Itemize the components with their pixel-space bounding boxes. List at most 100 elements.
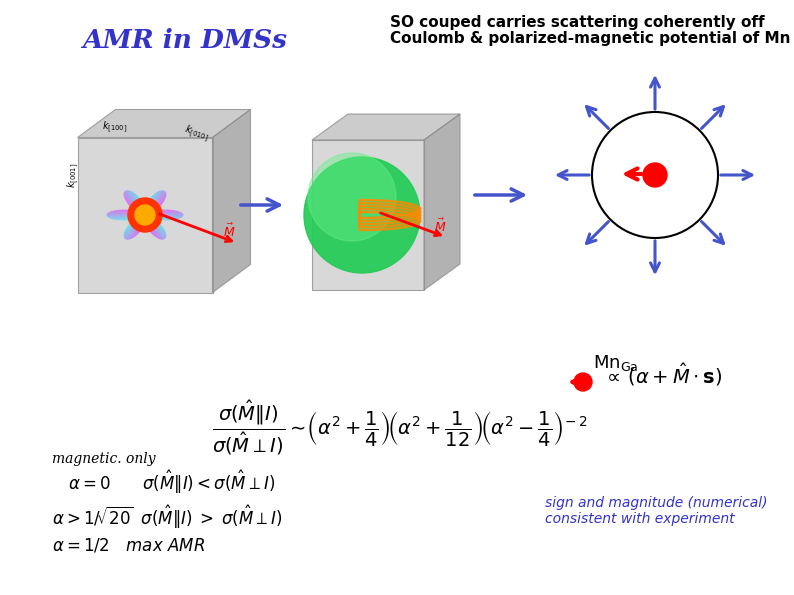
Polygon shape <box>124 215 145 234</box>
Polygon shape <box>145 215 162 226</box>
Polygon shape <box>143 215 145 228</box>
Polygon shape <box>145 215 160 223</box>
Polygon shape <box>145 196 152 215</box>
Polygon shape <box>145 215 168 220</box>
Polygon shape <box>213 109 250 293</box>
Polygon shape <box>124 196 145 215</box>
Polygon shape <box>145 215 161 220</box>
Polygon shape <box>145 209 159 215</box>
Polygon shape <box>131 209 145 215</box>
Polygon shape <box>133 215 145 238</box>
Polygon shape <box>145 202 164 215</box>
Polygon shape <box>145 215 172 220</box>
Polygon shape <box>145 192 156 215</box>
Polygon shape <box>126 215 145 240</box>
Polygon shape <box>145 215 163 240</box>
Polygon shape <box>142 215 145 228</box>
Polygon shape <box>145 203 146 215</box>
Text: $\alpha = 1/2 \quad \mathit{max\ AMR}$: $\alpha = 1/2 \quad \mathit{max\ AMR}$ <box>52 537 205 555</box>
Polygon shape <box>134 215 145 237</box>
Polygon shape <box>124 194 145 215</box>
Polygon shape <box>145 205 161 215</box>
Polygon shape <box>124 215 145 235</box>
Polygon shape <box>145 215 148 230</box>
Polygon shape <box>145 213 183 215</box>
Polygon shape <box>145 201 148 215</box>
Polygon shape <box>145 215 162 240</box>
Polygon shape <box>145 215 153 235</box>
Polygon shape <box>145 200 148 215</box>
Polygon shape <box>145 210 172 215</box>
Polygon shape <box>145 211 180 215</box>
Polygon shape <box>142 201 145 215</box>
Polygon shape <box>145 202 164 215</box>
Polygon shape <box>145 215 178 220</box>
Circle shape <box>643 163 667 187</box>
Polygon shape <box>130 209 145 215</box>
Polygon shape <box>145 215 160 239</box>
Polygon shape <box>145 198 150 215</box>
Polygon shape <box>145 215 166 233</box>
Polygon shape <box>144 215 145 227</box>
Polygon shape <box>125 215 145 240</box>
Polygon shape <box>145 215 164 240</box>
Text: AMR in DMSs: AMR in DMSs <box>83 28 287 53</box>
Polygon shape <box>124 215 145 238</box>
Polygon shape <box>145 198 151 215</box>
Polygon shape <box>119 210 145 215</box>
Polygon shape <box>122 209 145 215</box>
Polygon shape <box>124 195 145 215</box>
Polygon shape <box>106 215 145 216</box>
Polygon shape <box>132 209 145 215</box>
Polygon shape <box>145 215 166 237</box>
Polygon shape <box>131 215 145 223</box>
Polygon shape <box>145 196 152 215</box>
Polygon shape <box>145 208 159 215</box>
Polygon shape <box>125 215 145 230</box>
Polygon shape <box>121 215 145 220</box>
Polygon shape <box>116 210 145 215</box>
Polygon shape <box>145 215 181 218</box>
Polygon shape <box>124 215 145 233</box>
Polygon shape <box>145 215 146 227</box>
Polygon shape <box>137 215 145 236</box>
Polygon shape <box>126 202 145 215</box>
Polygon shape <box>424 114 460 290</box>
Polygon shape <box>145 190 165 215</box>
Polygon shape <box>138 196 145 215</box>
Polygon shape <box>118 215 145 220</box>
Polygon shape <box>144 215 145 227</box>
Circle shape <box>128 198 162 232</box>
Polygon shape <box>145 215 166 239</box>
Polygon shape <box>119 215 145 220</box>
Polygon shape <box>125 209 145 215</box>
Polygon shape <box>131 208 145 215</box>
Polygon shape <box>145 215 152 234</box>
Polygon shape <box>132 215 145 221</box>
Text: $\alpha > 1/\!\sqrt{20}\;\; \sigma(\hat{M} \Vert I) \;>\; \sigma(\hat{M} \perp I: $\alpha > 1/\!\sqrt{20}\;\; \sigma(\hat{… <box>52 503 283 531</box>
Text: SO couped carries scattering coherently off: SO couped carries scattering coherently … <box>390 15 765 30</box>
Polygon shape <box>145 215 180 219</box>
Polygon shape <box>130 190 145 215</box>
Polygon shape <box>145 209 160 215</box>
Polygon shape <box>135 215 145 236</box>
Polygon shape <box>145 215 159 221</box>
Polygon shape <box>145 204 162 215</box>
Text: $\mathrm{Mn_{Ga}}$: $\mathrm{Mn_{Ga}}$ <box>593 353 638 373</box>
Polygon shape <box>122 215 145 220</box>
Polygon shape <box>131 215 145 222</box>
Polygon shape <box>124 215 145 239</box>
Polygon shape <box>145 209 160 215</box>
Polygon shape <box>145 192 157 215</box>
Polygon shape <box>145 215 170 220</box>
Text: magnetic. only: magnetic. only <box>52 452 156 466</box>
Polygon shape <box>139 197 145 215</box>
Polygon shape <box>145 215 166 235</box>
Text: $\dfrac{\sigma(\hat{M} \Vert I)}{\sigma(\hat{M} \perp I)} \sim \!\left(\alpha^2 : $\dfrac{\sigma(\hat{M} \Vert I)}{\sigma(… <box>212 399 588 458</box>
Polygon shape <box>123 209 145 215</box>
Polygon shape <box>125 215 145 232</box>
Polygon shape <box>125 200 145 215</box>
Polygon shape <box>124 192 145 215</box>
Polygon shape <box>142 215 145 230</box>
Polygon shape <box>145 191 159 215</box>
